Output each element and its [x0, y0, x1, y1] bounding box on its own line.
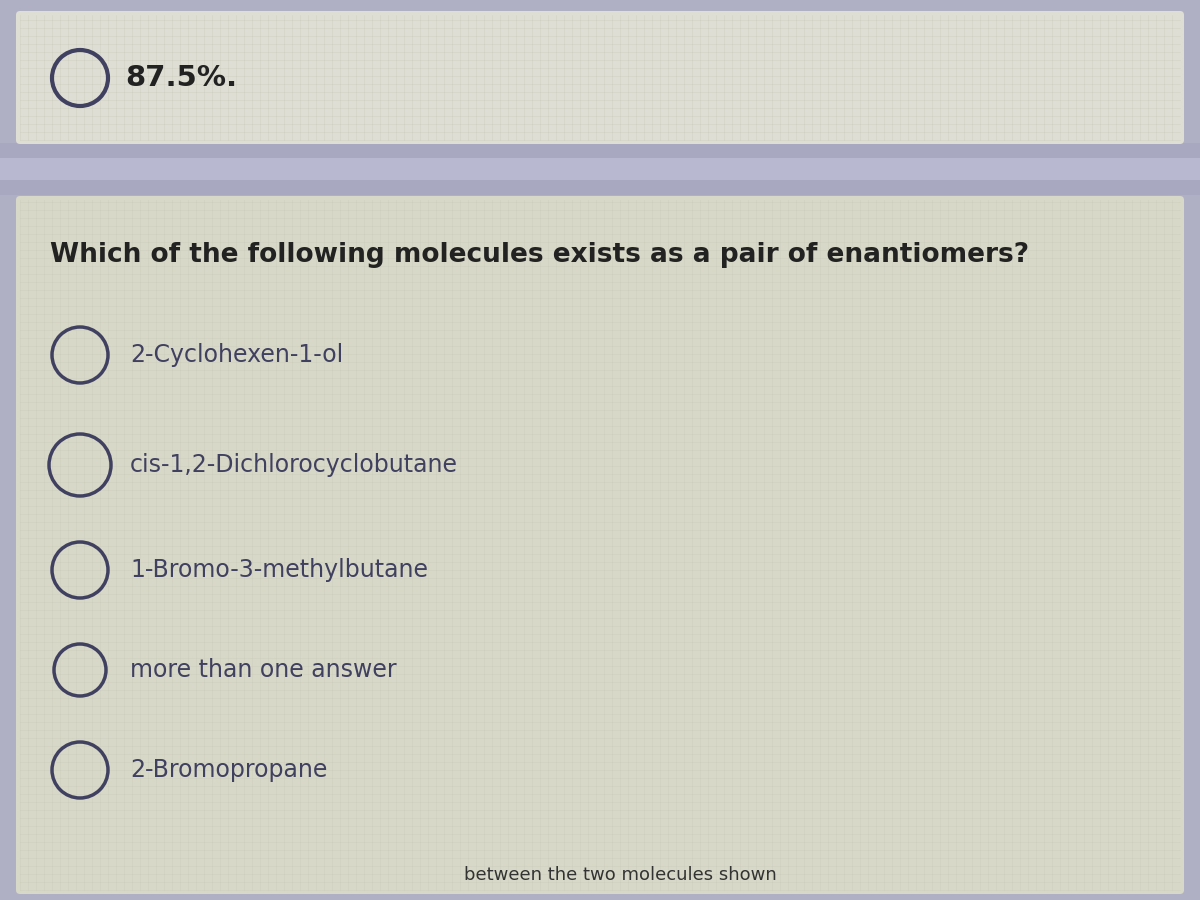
FancyBboxPatch shape	[16, 11, 1184, 144]
Text: more than one answer: more than one answer	[130, 658, 397, 682]
Text: between the two molecules shown: between the two molecules shown	[463, 866, 776, 884]
Text: 2-Cyclohexen-1-ol: 2-Cyclohexen-1-ol	[130, 343, 343, 367]
Text: 2-Bromopropane: 2-Bromopropane	[130, 758, 328, 782]
Text: Which of the following molecules exists as a pair of enantiomers?: Which of the following molecules exists …	[50, 242, 1030, 268]
Bar	[0, 143, 1200, 195]
Text: 87.5%.: 87.5%.	[125, 64, 238, 92]
Text: cis-1,2-Dichlorocyclobutane: cis-1,2-Dichlorocyclobutane	[130, 453, 458, 477]
FancyBboxPatch shape	[16, 196, 1184, 894]
Bar	[0, 158, 1200, 180]
Text: 1-Bromo-3-methylbutane: 1-Bromo-3-methylbutane	[130, 558, 428, 582]
